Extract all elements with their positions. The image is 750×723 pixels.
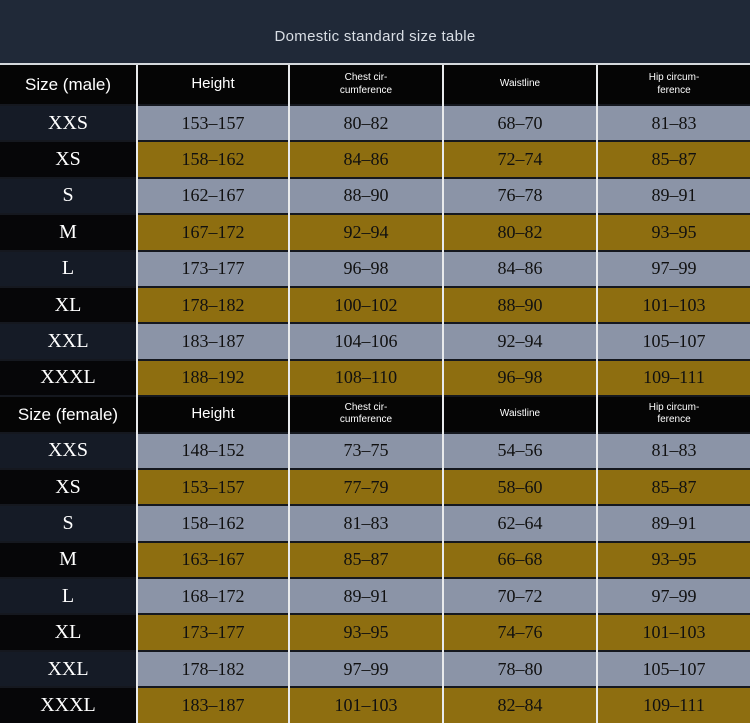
size-cell: XL	[0, 615, 136, 652]
value-cell: 62–64	[444, 506, 596, 543]
size-cell: XS	[0, 142, 136, 179]
value-cell: 173–177	[138, 615, 288, 652]
column-header-cell: Hip circum- ference	[598, 65, 750, 106]
value-cell: 93–95	[598, 542, 750, 580]
value-cell: 109–111	[598, 688, 750, 723]
value-cell: 104–106	[290, 324, 442, 361]
value-cell: 92–94	[444, 324, 596, 361]
value-cell: 173–177	[138, 251, 288, 288]
value-cell: 93–95	[598, 215, 750, 252]
column-header-cell: Waistline	[444, 65, 596, 106]
value-cell: 82–84	[444, 688, 596, 723]
size-cell: XXL	[0, 324, 136, 361]
value-cell: 97–99	[290, 651, 442, 689]
value-cell: 85–87	[598, 469, 750, 507]
value-cell: 101–103	[598, 615, 750, 652]
value-cell: 148–152	[138, 433, 288, 470]
value-cell: 93–95	[290, 615, 442, 652]
size-cell: M	[0, 215, 136, 252]
value-cell: 101–103	[290, 688, 442, 723]
size-cell: M	[0, 542, 136, 580]
value-cell: 96–98	[444, 360, 596, 398]
value-cell: 162–167	[138, 178, 288, 216]
value-cell: 92–94	[290, 215, 442, 252]
value-cell: 84–86	[444, 251, 596, 288]
size-table: Size (male) Height Chest cir- cumference Wa…	[0, 65, 750, 723]
value-cell: 163–167	[138, 542, 288, 580]
value-cell: 88–90	[290, 178, 442, 216]
value-cell: 153–157	[138, 469, 288, 507]
value-cell: 89–91	[598, 178, 750, 216]
value-cell: 54–56	[444, 433, 596, 470]
size-cell: S	[0, 178, 136, 216]
value-cell: 78–80	[444, 651, 596, 689]
value-cell: 178–182	[138, 287, 288, 325]
size-cell: XXS	[0, 106, 136, 143]
size-cell: XS	[0, 469, 136, 507]
value-cell: 108–110	[290, 360, 442, 398]
column-header-cell: Height	[138, 397, 288, 434]
value-cell: 188–192	[138, 360, 288, 398]
column-header-cell: Hip circum- ference	[598, 397, 750, 434]
value-cell: 85–87	[290, 542, 442, 580]
value-cell: 183–187	[138, 688, 288, 723]
value-cell: 178–182	[138, 651, 288, 689]
size-cell: L	[0, 251, 136, 288]
value-cell: 84–86	[290, 142, 442, 179]
value-cell: 72–74	[444, 142, 596, 179]
value-cell: 74–76	[444, 615, 596, 652]
size-header-cell: Size (female)	[0, 397, 136, 434]
column-header-cell: Chest cir- cumference	[290, 65, 442, 106]
value-cell: 85–87	[598, 142, 750, 179]
value-cell: 77–79	[290, 469, 442, 507]
size-cell: XXXL	[0, 688, 136, 723]
value-cell: 96–98	[290, 251, 442, 288]
value-cell: 101–103	[598, 287, 750, 325]
value-cell: 89–91	[598, 506, 750, 543]
value-cell: 105–107	[598, 651, 750, 689]
value-cell: 158–162	[138, 142, 288, 179]
value-cell: 100–102	[290, 287, 442, 325]
value-cell: 81–83	[598, 106, 750, 143]
value-cell: 88–90	[444, 287, 596, 325]
value-cell: 89–91	[290, 579, 442, 616]
value-cell: 97–99	[598, 579, 750, 616]
value-cell: 105–107	[598, 324, 750, 361]
title-bar: Domestic standard size table	[0, 0, 750, 65]
size-cell: S	[0, 506, 136, 543]
value-cell: 97–99	[598, 251, 750, 288]
value-cell: 70–72	[444, 579, 596, 616]
column-header-cell: Height	[138, 65, 288, 106]
value-cell: 80–82	[444, 215, 596, 252]
value-cell: 80–82	[290, 106, 442, 143]
column-header-cell: Waistline	[444, 397, 596, 434]
value-cell: 73–75	[290, 433, 442, 470]
size-cell: XXXL	[0, 360, 136, 398]
size-cell: L	[0, 579, 136, 616]
value-cell: 81–83	[598, 433, 750, 470]
value-cell: 158–162	[138, 506, 288, 543]
size-cell: XXL	[0, 651, 136, 689]
value-cell: 167–172	[138, 215, 288, 252]
value-cell: 66–68	[444, 542, 596, 580]
size-cell: XL	[0, 287, 136, 325]
size-cell: XXS	[0, 433, 136, 470]
column-header-cell: Chest cir- cumference	[290, 397, 442, 434]
value-cell: 81–83	[290, 506, 442, 543]
page-title: Domestic standard size table	[274, 28, 476, 45]
value-cell: 153–157	[138, 106, 288, 143]
value-cell: 68–70	[444, 106, 596, 143]
value-cell: 58–60	[444, 469, 596, 507]
value-cell: 76–78	[444, 178, 596, 216]
size-header-cell: Size (male)	[0, 65, 136, 106]
value-cell: 183–187	[138, 324, 288, 361]
value-cell: 109–111	[598, 360, 750, 398]
value-cell: 168–172	[138, 579, 288, 616]
